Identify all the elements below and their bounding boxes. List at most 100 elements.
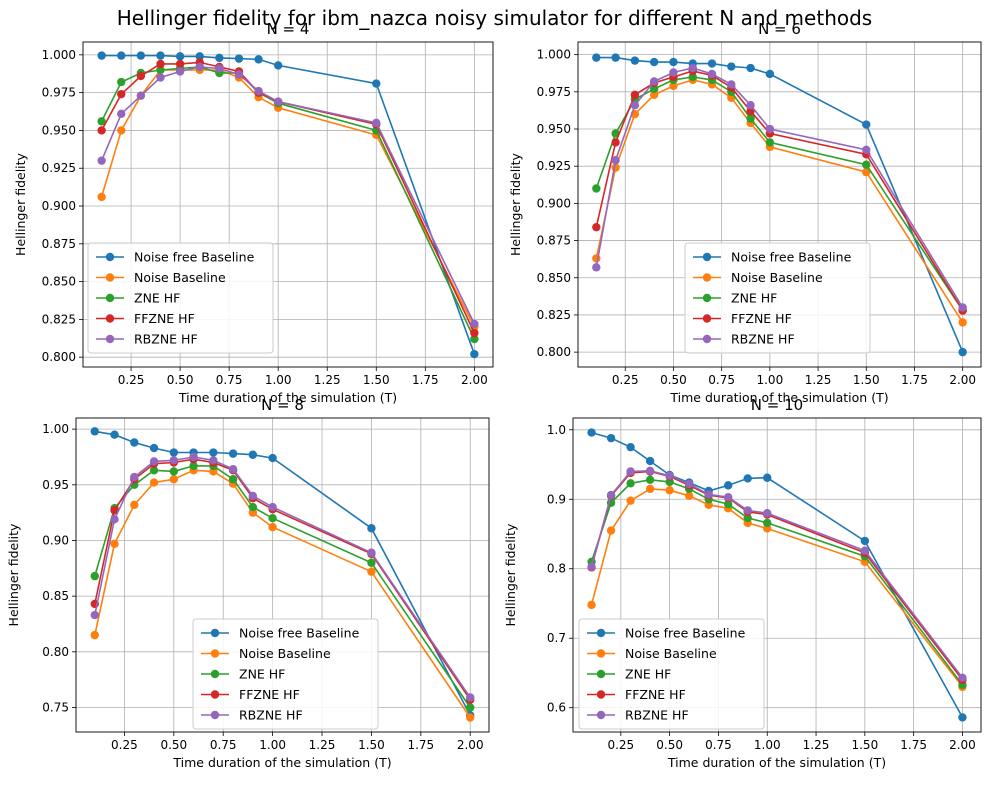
y-tick-label: 1.0 [547, 423, 566, 437]
data-point [268, 522, 277, 532]
legend-label: FFZNE HF [239, 687, 300, 702]
legend-marker [596, 690, 606, 699]
data-point [649, 57, 659, 67]
data-point [466, 713, 475, 722]
legend-label: RBZNE HF [731, 332, 795, 347]
subplot-title: N = 6 [758, 20, 801, 38]
x-tick-label: 0.75 [708, 373, 735, 387]
data-point [215, 64, 224, 73]
x-axis-label: Time duration of the simulation (T) [669, 390, 888, 405]
data-point [248, 450, 258, 459]
data-point [156, 59, 165, 69]
data-point [626, 467, 635, 476]
data-point [110, 430, 119, 439]
data-point [611, 138, 620, 147]
data-point [862, 160, 871, 169]
y-tick-label: 0.925 [537, 159, 571, 173]
x-tick-label: 0.75 [705, 738, 732, 752]
series-line [590, 478, 964, 686]
data-point [149, 466, 159, 475]
data-point [169, 448, 179, 457]
data-point [592, 222, 601, 232]
figure-title: Hellinger fidelity for ibm_nazca noisy s… [116, 6, 873, 30]
y-tick-label: 0.850 [42, 275, 76, 289]
data-point [367, 524, 376, 533]
legend-marker [702, 293, 712, 303]
series-line [590, 470, 964, 681]
legend-marker [702, 252, 712, 262]
data-point [746, 106, 755, 116]
legend-label: Noise free Baseline [625, 626, 746, 641]
data-point [470, 328, 479, 338]
data-point [136, 91, 146, 100]
y-axis-label: Hellinger fidelity [6, 523, 21, 627]
x-axis-label: Time duration of the simulation (T) [172, 755, 391, 770]
data-point [727, 80, 736, 89]
data-point [743, 513, 752, 523]
legend-box [87, 242, 274, 354]
data-point [645, 456, 655, 466]
y-tick-label: 0.925 [42, 161, 76, 175]
data-point [626, 479, 635, 488]
data-point [743, 506, 752, 515]
legend-marker [596, 710, 606, 720]
data-point [268, 453, 277, 463]
data-point [669, 68, 678, 77]
x-tick-label: 1.75 [901, 373, 928, 387]
data-point [195, 52, 204, 61]
x-tick-label: 2.00 [457, 738, 484, 752]
x-tick-label: 1.50 [363, 373, 390, 387]
data-point [97, 117, 106, 126]
data-point [688, 63, 697, 73]
data-point [611, 53, 620, 62]
data-point [156, 51, 165, 60]
legend-marker [105, 293, 115, 303]
x-tick-label: 1.25 [309, 738, 336, 752]
legend-marker [210, 669, 220, 679]
data-point [587, 428, 596, 437]
x-axis-label: Time duration of the simulation (T) [667, 755, 886, 770]
legend-box [192, 618, 379, 730]
legend-marker [105, 273, 115, 282]
data-point [645, 466, 655, 475]
x-tick-label: 1.25 [805, 373, 832, 387]
data-point [367, 558, 376, 567]
y-tick-label: 0.7 [547, 631, 566, 645]
y-tick-label: 0.875 [537, 234, 571, 248]
data-point [234, 70, 244, 79]
data-point [862, 167, 871, 177]
subplot-4: 0.25 0.50 0.75 1.00 1.25 1.50 1.75 2.00 0.6 0.7 0.… [503, 396, 982, 770]
data-point [175, 67, 185, 76]
data-point [746, 114, 755, 123]
y-tick-label: 1.000 [537, 48, 571, 62]
data-point [630, 56, 640, 65]
y-tick-label: 0.950 [537, 122, 571, 136]
series-line [94, 465, 471, 708]
legend: Noise free Baseline Noise Baseline ZNE HF F… [578, 618, 765, 730]
data-point [727, 62, 736, 71]
y-axis-label: Hellinger fidelity [508, 152, 523, 256]
data-point [254, 86, 263, 96]
data-point [470, 349, 479, 359]
data-point [723, 492, 733, 502]
data-point [958, 303, 967, 312]
legend-marker [105, 314, 115, 323]
data-point [707, 59, 717, 68]
x-tick-label: 1.25 [803, 738, 830, 752]
data-point [611, 163, 620, 172]
data-point [97, 51, 106, 60]
legend-label: ZNE HF [134, 291, 180, 306]
y-tick-label: 0.8 [547, 562, 566, 576]
x-tick-label: 1.50 [851, 738, 878, 752]
axes-frame [577, 41, 982, 368]
data-point [110, 515, 119, 524]
y-tick-label: 0.800 [42, 350, 76, 364]
data-point [645, 475, 655, 485]
data-point [117, 51, 126, 60]
legend-label: Noise free Baseline [239, 626, 360, 641]
data-point [665, 486, 674, 495]
data-point [189, 452, 198, 462]
data-point [746, 101, 755, 110]
data-point [372, 79, 381, 88]
series-line [590, 488, 964, 688]
